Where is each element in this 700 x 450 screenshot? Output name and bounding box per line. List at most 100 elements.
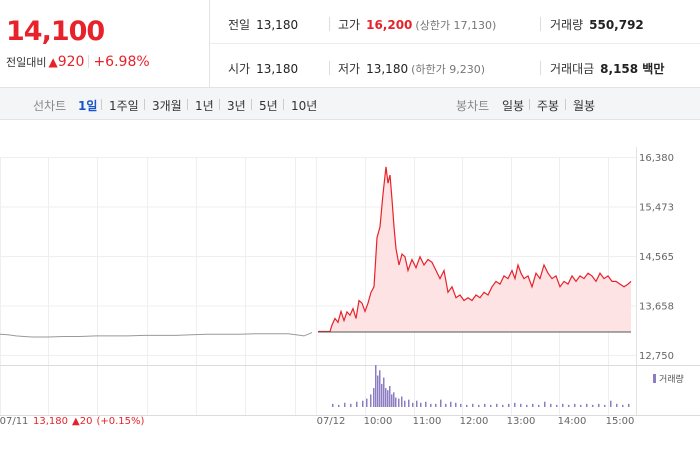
divider	[187, 99, 188, 110]
intraday-chart: 16,380 15,473 14,565 13,658 12,750 거래량 07/11…	[0, 147, 700, 427]
volume-bar	[381, 383, 383, 407]
volume-bar	[430, 403, 432, 407]
candle-chart-label: 봉차트	[456, 99, 490, 113]
volume-bar	[450, 401, 452, 407]
change-label: 전일대비	[6, 56, 47, 69]
stat-low: 저가 13,180 (하한가 9,230)	[338, 60, 485, 77]
today-price-line	[318, 166, 632, 333]
volume-bar	[556, 404, 558, 407]
stat-label: 거래량	[550, 18, 584, 32]
period-3y[interactable]: 3년	[227, 99, 246, 113]
stat-label: 전일	[228, 18, 251, 32]
volume-bar	[574, 403, 576, 407]
period-weekly[interactable]: 주봉	[537, 99, 560, 113]
upper-limit: (상한가 17,130)	[415, 19, 497, 32]
volume-bar	[383, 377, 385, 407]
volume-legend-swatch	[653, 374, 656, 383]
volume-bar	[514, 402, 516, 407]
line-chart-label: 선차트	[33, 99, 67, 113]
divider	[529, 99, 530, 110]
divider	[283, 99, 284, 110]
volume-bar	[385, 388, 387, 407]
volume-bar	[425, 401, 427, 407]
divider	[540, 17, 541, 31]
stat-turnover: 거래대금 8,158 백만	[550, 60, 664, 77]
volume-bar	[379, 370, 381, 407]
period-monthly[interactable]: 월봉	[573, 99, 596, 113]
stat-high: 고가 16,200 (상한가 17,130)	[338, 16, 496, 33]
y-tick-label: 13,658	[639, 301, 674, 312]
volume-bar	[592, 404, 594, 407]
volume-bar	[496, 403, 498, 407]
volume-bar	[338, 404, 340, 407]
x-tick-label: 11:00	[413, 416, 442, 427]
x-tick-label: 15:00	[606, 416, 635, 427]
prev-day-price: 13,180	[33, 416, 68, 427]
stat-open: 시가 13,180	[228, 60, 298, 77]
change-row: 전일대비 ▲920 +6.98%	[6, 54, 150, 70]
period-5y[interactable]: 5년	[259, 99, 278, 113]
volume-bar	[393, 392, 395, 407]
volume-bar	[398, 398, 400, 407]
volume-bar	[526, 404, 528, 407]
volume-bar	[375, 365, 377, 407]
volume-bar	[332, 403, 334, 407]
volume-bar	[598, 403, 600, 407]
volume-bar	[377, 375, 379, 407]
change-value: 920	[57, 54, 85, 70]
x-tick-label: 14:00	[558, 416, 587, 427]
volume-bar	[490, 404, 492, 407]
volume-bar	[466, 404, 468, 407]
volume-bar	[550, 403, 552, 407]
x-tick-label: 10:00	[364, 416, 393, 427]
divider	[88, 55, 90, 68]
volume-bar	[408, 399, 410, 407]
volume-bar	[366, 398, 368, 407]
x-axis-labels: 07/11 07/12 10:00 11:00 12:00 13:00 14:00 15:00	[0, 416, 634, 427]
volume-bar	[391, 394, 393, 407]
volume-bar	[455, 402, 457, 407]
y-tick-label: 14,565	[639, 252, 674, 263]
volume-bar	[387, 390, 389, 407]
volume-bar	[562, 403, 564, 407]
divider	[101, 99, 102, 110]
volume-bar	[420, 402, 422, 407]
divider	[329, 61, 330, 75]
stat-label: 저가	[338, 62, 361, 76]
period-3m[interactable]: 3개월	[152, 99, 182, 113]
divider	[210, 43, 700, 44]
volume-bar	[610, 400, 612, 407]
volume-bar	[395, 397, 397, 407]
period-1d[interactable]: 1일	[78, 99, 98, 113]
volume-bar	[445, 403, 447, 407]
x-tick-label: 12:00	[460, 416, 489, 427]
stat-label: 시가	[228, 62, 251, 76]
stat-prev-close: 전일 13,180	[228, 16, 298, 33]
volume-bar	[440, 399, 442, 407]
y-tick-label: 12,750	[639, 351, 674, 362]
stat-value: 13,180	[366, 62, 409, 76]
up-triangle-icon: ▲	[48, 55, 58, 69]
period-1y[interactable]: 1년	[195, 99, 214, 113]
volume-bar	[580, 404, 582, 407]
current-price: 14,100	[6, 16, 105, 47]
volume-bar	[370, 394, 372, 407]
volume-bar	[622, 404, 624, 407]
volume-bar	[350, 403, 352, 407]
prev-day-info: 13,180 ▲20 (+0.15%)	[33, 416, 144, 427]
volume-bar	[435, 403, 437, 407]
volume-bar	[616, 403, 618, 407]
period-10y[interactable]: 10년	[291, 99, 318, 113]
volume-bar	[404, 400, 406, 407]
up-triangle-icon: ▲	[72, 416, 80, 427]
chart-period-bar: 선차트 1일 1주일 3개월 1년 3년 5년 10년 봉차트 일봉 주봉 월봉	[0, 88, 700, 120]
divider	[329, 17, 330, 31]
stat-value: 16,200	[366, 18, 413, 32]
y-axis-labels: 16,380 15,473 14,565 13,658 12,750	[639, 153, 674, 362]
period-1w[interactable]: 1주일	[109, 99, 139, 113]
change-percent: +6.98%	[93, 54, 150, 70]
period-daily[interactable]: 일봉	[502, 99, 525, 113]
x-tick-label: 07/12	[317, 416, 346, 427]
volume-bar	[344, 402, 346, 407]
x-tick-label: 13:00	[507, 416, 536, 427]
